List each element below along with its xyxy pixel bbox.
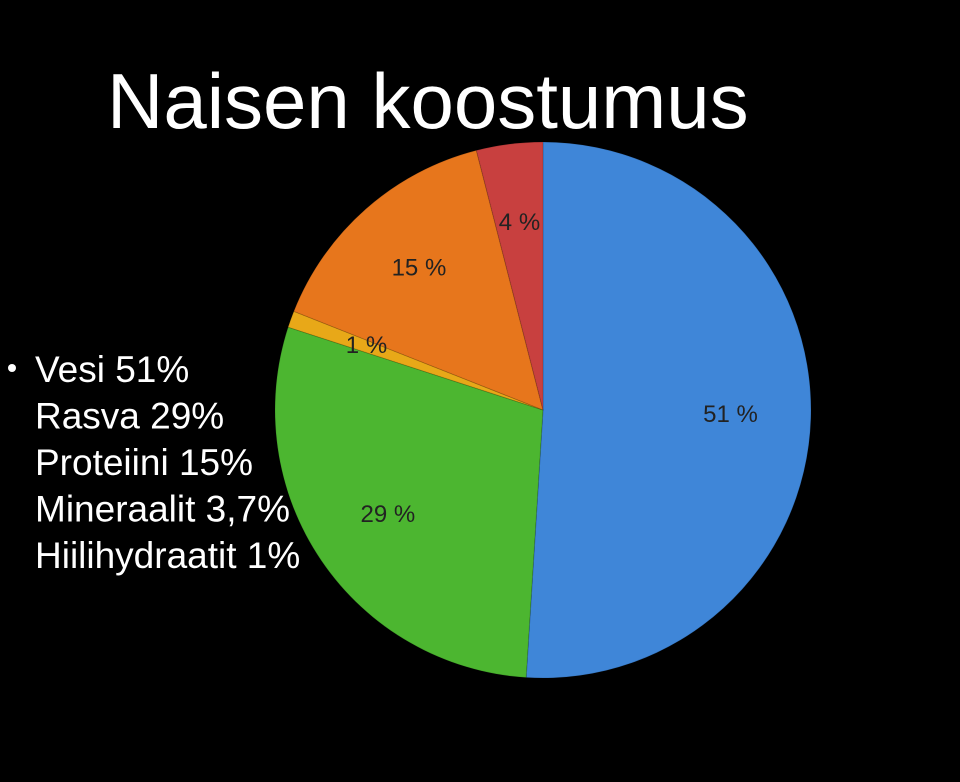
value-label: 15 % bbox=[392, 255, 447, 282]
pie-slice bbox=[525, 141, 812, 679]
pie-slice bbox=[475, 141, 544, 411]
pie bbox=[274, 141, 812, 679]
value-label: 51 % bbox=[703, 401, 758, 428]
bullet-dot bbox=[8, 364, 16, 372]
value-labels: 51 % 29 % 1 % 15 % 4 % bbox=[346, 209, 758, 528]
value-label: 1 % bbox=[346, 332, 387, 359]
pie-slice bbox=[287, 310, 544, 411]
pie-slice bbox=[274, 326, 544, 679]
chart-title: Naisen koostumus bbox=[107, 57, 749, 145]
bullet-line: Hiilihydraatit 1% bbox=[35, 535, 300, 576]
bullet-line: Mineraalit 3,7% bbox=[35, 489, 290, 530]
bullet-line: Vesi 51% bbox=[35, 349, 189, 390]
bullet-text: Vesi 51% Rasva 29% Proteiini 15% Mineraalit… bbox=[35, 349, 300, 576]
bullet-line: Rasva 29% bbox=[35, 396, 224, 437]
pie-slice bbox=[293, 149, 544, 411]
value-label: 4 % bbox=[499, 209, 540, 236]
value-label: 29 % bbox=[360, 501, 415, 528]
bullet-line: Proteiini 15% bbox=[35, 442, 253, 483]
